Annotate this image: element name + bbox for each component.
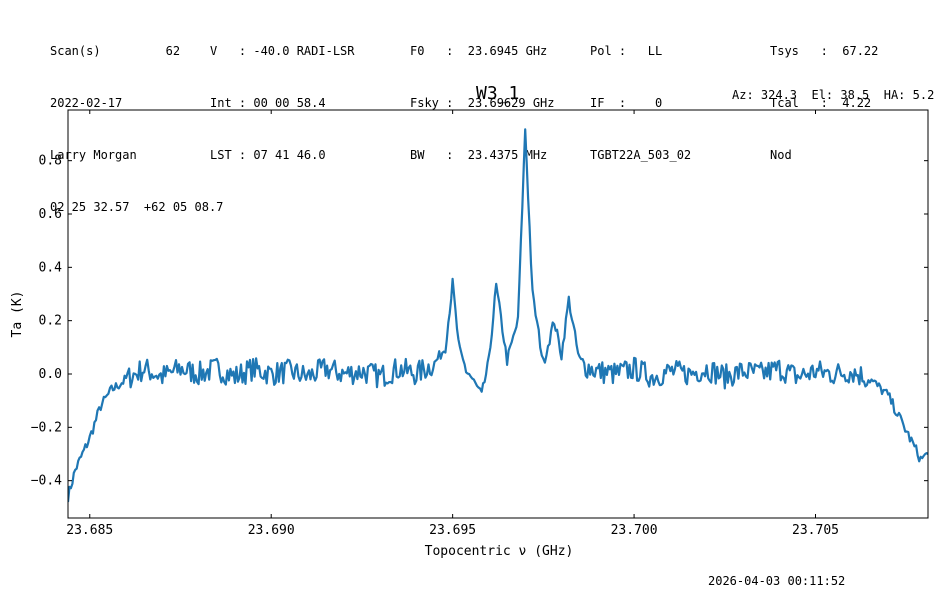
x-tick-label: 23.695 — [429, 523, 476, 538]
header-azel: Az: 324.3 El: 38.5 HA: 5.2 — [732, 88, 935, 102]
header-col3: F0 : 23.6945 GHz Fsky : 23.69629 GHz BW … — [410, 16, 555, 186]
y-tick-label: −0.2 — [31, 420, 62, 435]
x-tick-label: 23.685 — [66, 523, 113, 538]
header-bw: BW : 23.4375 MHz — [410, 148, 548, 162]
timestamp: 2026-04-03 00:11:52 — [708, 574, 846, 588]
x-axis-label: Topocentric ν (GHz) — [425, 544, 574, 559]
header-col2: V : -40.0 RADI-LSR Int : 00 00 58.4 LST … — [210, 16, 355, 186]
plot-frame — [67, 109, 929, 519]
y-tick-label: −0.4 — [31, 474, 62, 489]
header-velocity: V : -40.0 RADI-LSR — [210, 44, 355, 58]
header-col5: Tsys : 67.22 Tcal : 4.22 Nod — [770, 16, 878, 186]
header-procedure: Nod — [770, 148, 792, 162]
y-tick-label: 0.8 — [39, 154, 62, 169]
header-if: IF : 0 — [590, 96, 663, 110]
x-tick-label: 23.700 — [611, 523, 658, 538]
header-fsky: Fsky : 23.69629 GHz — [410, 96, 555, 110]
header-coords: 02 25 32.57 +62 05 08.7 — [50, 200, 224, 214]
header-int: Int : 00 00 58.4 — [210, 96, 326, 110]
x-tick-label: 23.690 — [248, 523, 295, 538]
y-tick-label: 0.2 — [39, 314, 62, 329]
y-tick-label: 0.0 — [39, 367, 62, 382]
header-scan: Scan(s) 62 — [50, 44, 181, 58]
header-lst: LST : 07 41 46.0 — [210, 148, 326, 162]
x-tick-label: 23.705 — [792, 523, 839, 538]
chart-title: W3_1 — [476, 83, 520, 104]
header-col4: Pol : LL IF : 0 TGBT22A_503_02 — [590, 16, 691, 186]
header-tsys: Tsys : 67.22 — [770, 44, 879, 58]
header-date: 2022-02-17 — [50, 96, 123, 110]
y-tick-label: 0.6 — [39, 207, 62, 222]
spectrum-line — [68, 128, 928, 503]
header-pol: Pol : LL — [590, 44, 663, 58]
y-tick-label: 0.4 — [39, 260, 63, 275]
header-tcal: Tcal : 4.22 — [770, 96, 872, 110]
header-project: TGBT22A_503_02 — [590, 148, 692, 162]
header-f0: F0 : 23.6945 GHz — [410, 44, 548, 58]
y-axis-label: Ta (K) — [10, 291, 25, 338]
